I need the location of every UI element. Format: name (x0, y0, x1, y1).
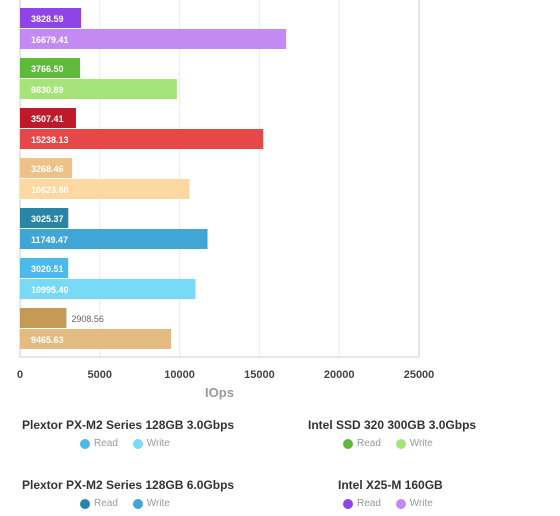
read-value-label: 3766.50 (31, 64, 64, 74)
read-dot-icon (343, 498, 353, 509)
legend-write[interactable]: Write (395, 438, 433, 449)
legend-read[interactable]: Read (343, 498, 381, 509)
x-tick-label: 15000 (244, 369, 275, 381)
legend-write[interactable]: Write (132, 438, 170, 449)
read-value-label: 3507.41 (31, 114, 64, 124)
write-bar (20, 129, 264, 149)
legend-write[interactable]: Write (132, 498, 170, 509)
legend-intel-320: Intel SSD 320 300GB 3.0Gbps Read Write (308, 418, 477, 449)
read-bar (20, 258, 69, 278)
write-bar (20, 229, 208, 249)
legend-intel-x25m: Intel X25-M 160GB Read Write (338, 478, 443, 509)
x-tick-label: 10000 (164, 369, 195, 381)
legend-write[interactable]: Write (395, 498, 433, 509)
x-tick-label: 5000 (88, 369, 112, 381)
read-value-label: 3268.46 (31, 164, 64, 174)
legend-plextor-3gbps: Plextor PX-M2 Series 128GB 3.0Gbps Read … (22, 418, 235, 449)
read-dot-icon (343, 438, 353, 449)
write-bar (20, 279, 196, 299)
write-value-label: 11749.47 (31, 235, 68, 245)
write-dot-icon (395, 498, 406, 509)
read-dot-icon (80, 438, 90, 449)
read-value-label: 2908.56 (71, 314, 104, 324)
legend-read[interactable]: Read (80, 438, 118, 449)
read-bar (20, 308, 67, 328)
write-value-label: 16679.41 (31, 35, 69, 45)
write-bar (20, 179, 190, 199)
write-value-label: 10995.40 (31, 285, 69, 295)
write-bar (20, 329, 172, 349)
bar-chart: 0 5000 10000 15000 20000 25000 IOps 3828.59 1667… (17, 0, 435, 400)
legend-plextor-6gbps: Plextor PX-M2 Series 128GB 6.0Gbps Read … (22, 478, 235, 509)
write-dot-icon (132, 498, 143, 509)
read-value-label: 3020.51 (31, 264, 64, 274)
read-bar (20, 58, 81, 78)
legend-title: Plextor PX-M2 Series 128GB 3.0Gbps (22, 418, 235, 432)
read-bar (20, 8, 82, 28)
write-bar (20, 79, 177, 99)
legend-read[interactable]: Read (80, 498, 118, 509)
legend-title: Plextor PX-M2 Series 128GB 6.0Gbps (22, 478, 235, 492)
read-bar (20, 158, 73, 178)
legend-read[interactable]: Read (343, 438, 381, 449)
x-axis-title: IOps (205, 385, 234, 400)
read-dot-icon (80, 498, 90, 509)
write-bar (20, 29, 287, 49)
read-bar (20, 108, 76, 128)
write-value-label: 15238.13 (31, 135, 69, 145)
x-tick-label: 0 (17, 369, 23, 381)
legend-title: Intel SSD 320 300GB 3.0Gbps (308, 418, 477, 432)
write-dot-icon (132, 438, 143, 449)
write-value-label: 9830.89 (31, 85, 64, 95)
read-value-label: 3025.37 (31, 214, 64, 224)
legend-title: Intel X25-M 160GB (338, 478, 443, 492)
write-dot-icon (395, 438, 406, 449)
write-value-label: 10623.80 (31, 185, 69, 195)
x-tick-label: 25000 (404, 369, 435, 381)
write-value-label: 9465.63 (31, 335, 64, 345)
x-tick-label: 20000 (324, 369, 355, 381)
read-bar (20, 208, 69, 228)
read-value-label: 3828.59 (31, 14, 64, 24)
